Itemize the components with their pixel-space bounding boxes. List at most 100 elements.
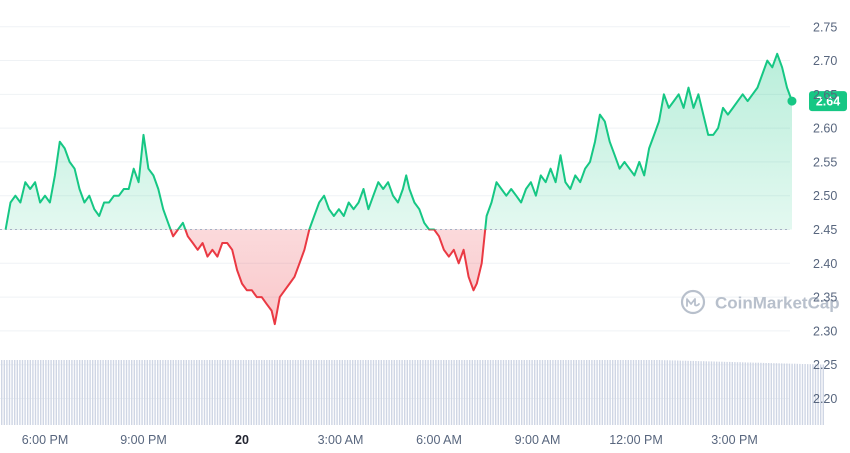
volume-bar: [391, 360, 393, 425]
volume-bar: [21, 360, 24, 425]
y-tick-label: 2.65: [813, 88, 837, 102]
volume-bar: [263, 360, 265, 425]
volume-bar: [411, 360, 414, 425]
volume-bar: [469, 360, 471, 425]
volume-bar: [510, 360, 512, 425]
volume-bar: [292, 360, 294, 425]
volume-bar: [144, 360, 146, 425]
volume-bar: [53, 360, 55, 425]
volume-bar: [68, 360, 70, 425]
volume-bar: [690, 360, 692, 425]
volume-bar: [796, 363, 798, 425]
volume-bar: [235, 360, 237, 425]
volume-bar: [567, 360, 570, 425]
volume-bar: [326, 360, 328, 425]
x-tick-label: 6:00 AM: [416, 433, 462, 447]
volume-bar: [682, 360, 684, 425]
volume-bar: [515, 360, 518, 425]
volume-bar: [783, 363, 785, 425]
volume-bar: [229, 360, 232, 425]
volume-bar: [14, 360, 16, 425]
volume-bar: [190, 360, 193, 425]
volume-bar: [570, 360, 572, 425]
volume-bar: [593, 360, 596, 425]
volume-bar: [775, 363, 778, 425]
volume-bar: [495, 360, 497, 425]
volume-bar: [552, 360, 554, 425]
volume-bar: [222, 360, 224, 425]
volume-bar: [422, 360, 424, 425]
volume-bar: [768, 363, 770, 425]
volume-bar: [248, 360, 250, 425]
volume-bar: [713, 361, 715, 425]
volume-bar: [92, 360, 94, 425]
volume-bar: [695, 361, 697, 425]
volume-bar: [107, 360, 109, 425]
volume-bar: [651, 360, 653, 425]
volume-bar: [599, 360, 601, 425]
volume-bar: [812, 364, 814, 425]
volume-bar: [131, 360, 133, 425]
volume-bar: [154, 360, 156, 425]
last-price-tag: 2.64: [809, 91, 847, 112]
volume-bar: [268, 360, 271, 425]
volume-bar: [393, 360, 395, 425]
volume-bar: [50, 360, 52, 425]
volume-bar: [643, 360, 645, 425]
volume-bar: [180, 360, 182, 425]
volume-bar: [523, 360, 525, 425]
volume-bar: [333, 360, 336, 425]
volume-bar: [146, 360, 148, 425]
volume-bar: [817, 364, 819, 425]
volume-bar: [8, 360, 11, 425]
volume-bar: [656, 360, 658, 425]
volume-bar: [578, 360, 580, 425]
volume-bar: [258, 360, 260, 425]
volume-bar: [562, 360, 564, 425]
y-tick-label: 2.60: [813, 122, 837, 136]
volume-bar: [227, 360, 229, 425]
volume-bar: [136, 360, 138, 425]
volume-bar: [383, 360, 385, 425]
volume-bar: [339, 360, 341, 425]
volume-bar: [625, 360, 627, 425]
volume-bar: [118, 360, 120, 425]
volume-bar: [435, 360, 437, 425]
volume-bar: [604, 360, 606, 425]
volume-bar: [3, 360, 5, 425]
volume-bar: [414, 360, 416, 425]
volume-bar: [1, 360, 3, 425]
volume-bar: [120, 360, 122, 425]
volume-bar: [214, 360, 216, 425]
volume-bar: [807, 364, 809, 425]
volume-bar: [648, 360, 650, 425]
volume-bar: [159, 360, 161, 425]
volume-bar: [822, 364, 824, 425]
volume-bar: [105, 360, 107, 425]
volume-bar: [206, 360, 208, 425]
x-tick-label: 3:00 PM: [711, 433, 758, 447]
volume-bar: [45, 360, 47, 425]
volume-bar: [778, 363, 780, 425]
volume-bar: [396, 360, 398, 425]
volume-bar: [274, 360, 276, 425]
volume-bar: [198, 360, 200, 425]
volume-bar: [541, 360, 544, 425]
volume-bar: [16, 360, 18, 425]
x-tick-label: 6:00 PM: [22, 433, 69, 447]
volume-bar: [684, 360, 687, 425]
volume-bar: [500, 360, 502, 425]
volume-bar: [586, 360, 588, 425]
volume-bar: [367, 360, 369, 425]
volume-bar: [705, 361, 707, 425]
area-fill-below-baseline: [170, 229, 486, 325]
volume-bar: [580, 360, 583, 425]
coinmarketcap-logo-icon: [680, 289, 706, 315]
volume-bar: [630, 360, 632, 425]
volume-bar: [344, 360, 346, 425]
volume-bar: [679, 360, 681, 425]
volume-bar: [378, 360, 380, 425]
volume-bar: [791, 363, 793, 425]
volume-bar: [419, 360, 421, 425]
volume-bar: [73, 360, 76, 425]
